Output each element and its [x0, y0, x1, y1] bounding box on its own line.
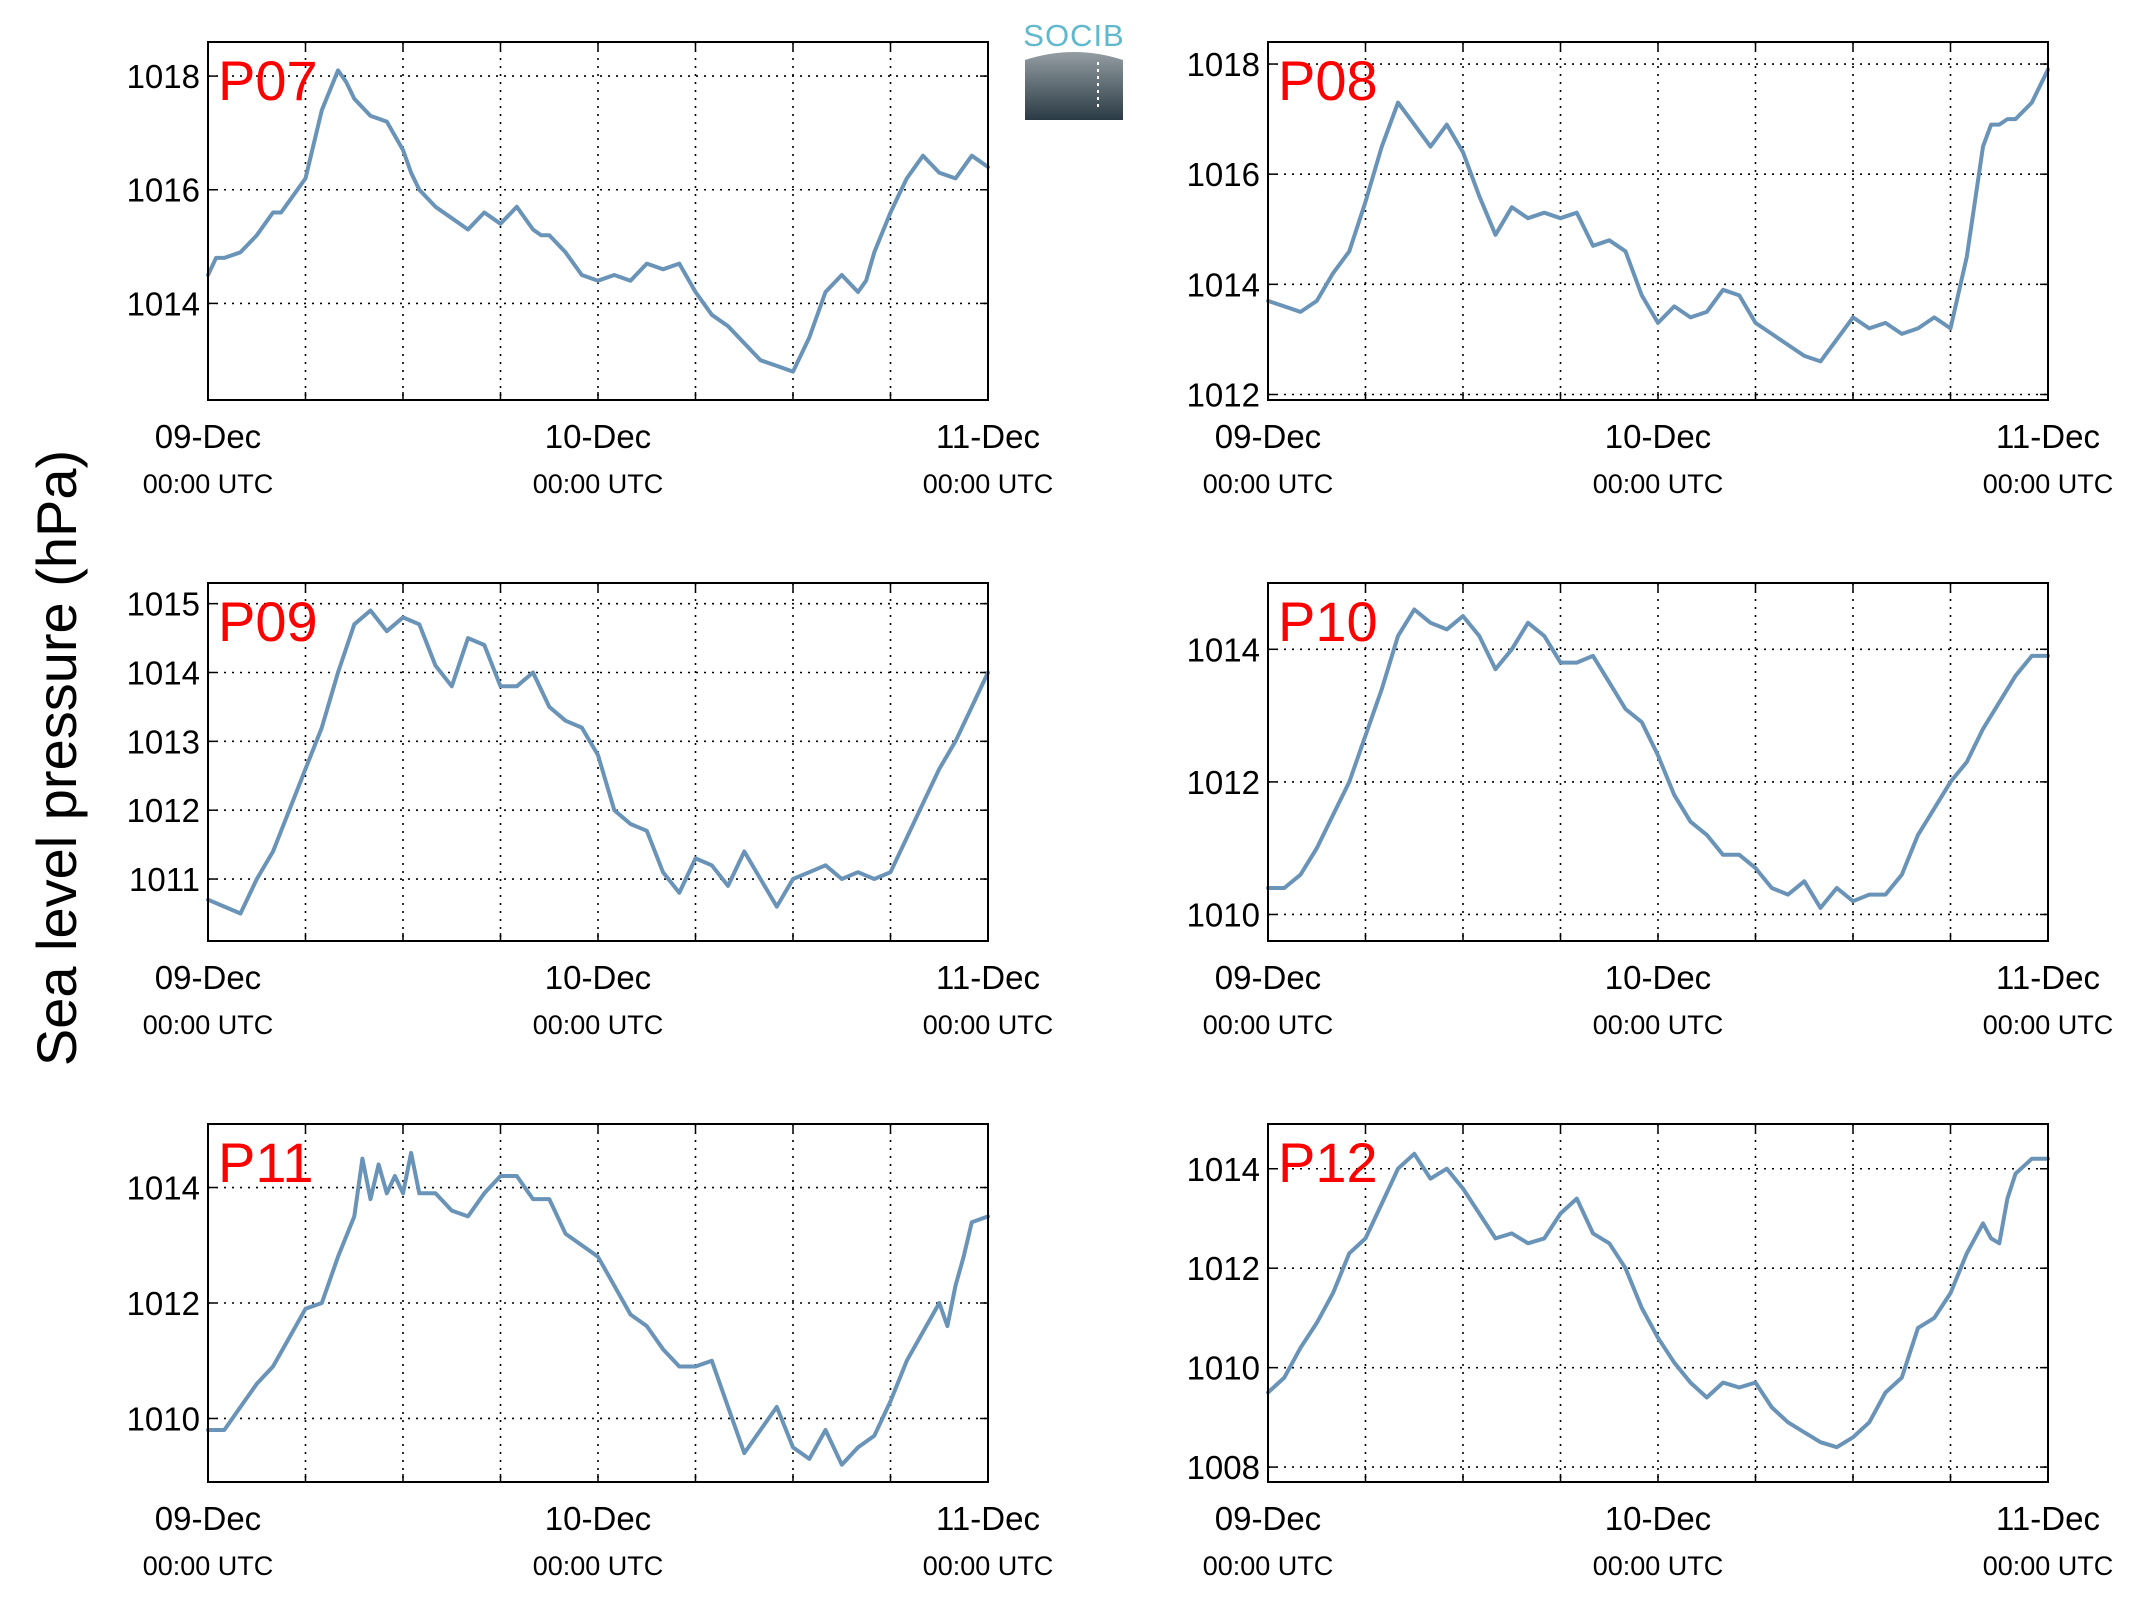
x-tick-label: 11-Dec — [936, 959, 1040, 996]
y-tick-label: 1012 — [1187, 1250, 1260, 1287]
y-axis-label: Sea level pressure (hPa) — [25, 450, 88, 1066]
x-tick-sublabel: 00:00 UTC — [533, 469, 664, 499]
y-tick-label: 1010 — [1187, 896, 1260, 933]
axes-frame — [1267, 582, 2049, 942]
series-line-p12 — [1266, 1151, 2050, 1450]
y-tick-label: 1011 — [129, 861, 200, 898]
x-tick-label: 10-Dec — [545, 1500, 651, 1537]
series-line-p11 — [206, 1150, 990, 1467]
y-tick-label: 1016 — [1187, 156, 1260, 193]
x-tick-label: 09-Dec — [155, 418, 261, 455]
series-line-p09 — [206, 608, 990, 916]
x-tick-sublabel: 00:00 UTC — [1983, 469, 2114, 499]
y-tick-label: 1013 — [127, 723, 200, 760]
chart-panel-p10: 1010 1012 1014 09-Dec 00:00 UTC 10-Dec 00:00 U… — [1187, 582, 2114, 1040]
panel-label-p11: P11 — [218, 1131, 313, 1194]
x-tick-sublabel: 00:00 UTC — [923, 1010, 1054, 1040]
x-tick-label: 10-Dec — [545, 959, 651, 996]
x-tick-label: 09-Dec — [1215, 959, 1321, 996]
x-tick-sublabel: 00:00 UTC — [143, 1551, 274, 1581]
x-tick-sublabel: 00:00 UTC — [143, 1010, 274, 1040]
axes-frame — [1267, 41, 2049, 401]
y-tick-label: 1014 — [1187, 631, 1260, 668]
axes-frame — [207, 582, 989, 942]
x-tick-label: 11-Dec — [936, 1500, 1040, 1537]
x-tick-label: 10-Dec — [1605, 959, 1711, 996]
y-tick-label: 1012 — [1187, 376, 1260, 413]
x-tick-label: 09-Dec — [1215, 418, 1321, 455]
axes-frame — [1267, 1123, 2049, 1483]
chart-panel-p11: 1010 1012 1014 09-Dec 00:00 UTC 10-Dec 00:00 U… — [127, 1123, 1054, 1581]
x-tick-sublabel: 00:00 UTC — [923, 1551, 1054, 1581]
x-tick-sublabel: 00:00 UTC — [1203, 1010, 1334, 1040]
y-tick-label: 1014 — [1187, 1151, 1260, 1188]
x-tick-sublabel: 00:00 UTC — [1203, 1551, 1334, 1581]
x-tick-sublabel: 00:00 UTC — [1983, 1010, 2114, 1040]
y-tick-label: 1018 — [1187, 46, 1260, 83]
axes-frame — [207, 41, 989, 401]
x-tick-sublabel: 00:00 UTC — [1593, 469, 1724, 499]
y-tick-label: 1010 — [1187, 1350, 1260, 1387]
panel-label-p10: P10 — [1278, 590, 1378, 653]
panels: 1014 1016 1018 09-Dec 00:00 UTC 10-Dec 00:00 U… — [127, 41, 2114, 1581]
x-tick-label: 09-Dec — [155, 1500, 261, 1537]
panel-label-p07: P07 — [218, 49, 318, 112]
x-tick-label: 10-Dec — [545, 418, 651, 455]
chart-panel-p09: 1011 1012 1013 1014 1015 09-Dec 00:00 UTC 10-De… — [127, 582, 1054, 1040]
series-line-p08 — [1266, 67, 2050, 364]
axes-frame — [207, 1123, 989, 1483]
logo-block — [1025, 48, 1123, 120]
x-tick-label: 10-Dec — [1605, 418, 1711, 455]
x-tick-sublabel: 00:00 UTC — [1983, 1551, 2114, 1581]
y-tick-label: 1014 — [127, 655, 200, 692]
y-tick-label: 1012 — [127, 1285, 200, 1322]
x-tick-label: 11-Dec — [936, 418, 1040, 455]
x-tick-sublabel: 00:00 UTC — [1593, 1551, 1724, 1581]
chart-panel-p07: 1014 1016 1018 09-Dec 00:00 UTC 10-Dec 00:00 U… — [127, 41, 1054, 499]
x-tick-sublabel: 00:00 UTC — [923, 469, 1054, 499]
x-tick-label: 09-Dec — [155, 959, 261, 996]
socib-logo: SOCIB — [1023, 18, 1124, 120]
x-tick-sublabel: 00:00 UTC — [1593, 1010, 1724, 1040]
y-tick-label: 1015 — [127, 586, 200, 623]
x-tick-sublabel: 00:00 UTC — [143, 469, 274, 499]
x-tick-sublabel: 00:00 UTC — [533, 1551, 664, 1581]
y-tick-label: 1014 — [127, 285, 200, 322]
series-line-p07 — [206, 68, 990, 374]
y-tick-label: 1008 — [1187, 1449, 1260, 1486]
logo-wave — [1025, 48, 1123, 60]
x-tick-label: 09-Dec — [1215, 1500, 1321, 1537]
y-tick-label: 1010 — [127, 1400, 200, 1437]
y-tick-label: 1014 — [1187, 266, 1260, 303]
x-tick-label: 11-Dec — [1996, 1500, 2100, 1537]
chart-panel-p08: 1012 1014 1016 1018 09-Dec 00:00 UTC 10-Dec 00:… — [1187, 41, 2114, 499]
x-tick-sublabel: 00:00 UTC — [1203, 469, 1334, 499]
x-tick-sublabel: 00:00 UTC — [533, 1010, 664, 1040]
x-tick-label: 10-Dec — [1605, 1500, 1711, 1537]
logo-text: SOCIB — [1023, 18, 1124, 53]
panel-label-p12: P12 — [1278, 1131, 1378, 1194]
y-tick-label: 1012 — [127, 792, 200, 829]
y-tick-label: 1018 — [127, 58, 200, 95]
x-tick-label: 11-Dec — [1996, 418, 2100, 455]
y-tick-label: 1014 — [127, 1170, 200, 1207]
y-tick-label: 1016 — [127, 172, 200, 209]
y-tick-label: 1012 — [1187, 764, 1260, 801]
chart-panel-p12: 1008 1010 1012 1014 09-Dec 00:00 UTC 10-Dec 00:… — [1187, 1123, 2114, 1581]
panel-label-p08: P08 — [1278, 49, 1378, 112]
x-tick-label: 11-Dec — [1996, 959, 2100, 996]
series-line-p10 — [1266, 607, 2050, 910]
panel-label-p09: P09 — [218, 590, 318, 653]
